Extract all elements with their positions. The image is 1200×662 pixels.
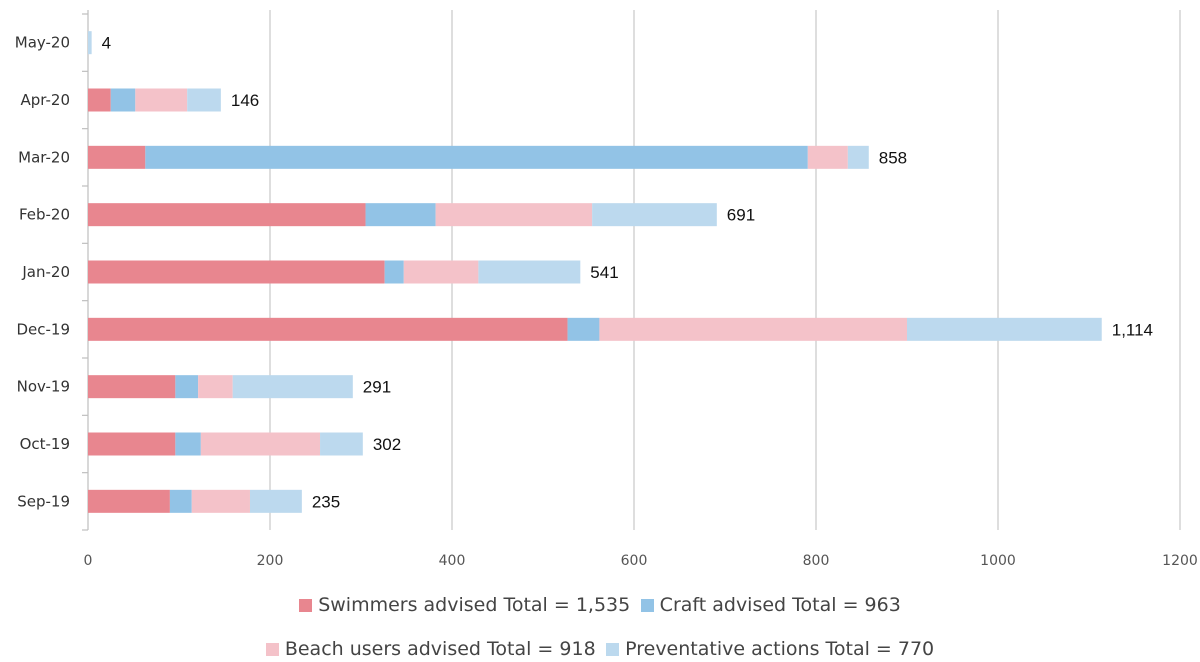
bar-segment-craft xyxy=(384,260,404,284)
bar-segment-swimmers xyxy=(88,203,366,227)
legend-swatch-beach-users xyxy=(265,643,279,656)
category-label: Dec-19 xyxy=(16,320,70,338)
x-tick-label: 1000 xyxy=(980,553,1016,569)
legend-row-1: Swimmers advised Total = 1,535 Craft adv… xyxy=(0,594,1200,616)
legend-item-preventative: Preventative actions Total = 770 xyxy=(606,638,934,660)
bar-segment-swimmers xyxy=(88,375,176,399)
x-tick-label: 200 xyxy=(257,553,284,569)
bar-segment-beach-users xyxy=(599,317,907,341)
bar-segment-craft xyxy=(365,203,436,227)
total-label: 4 xyxy=(102,34,111,53)
category-label: Jan-20 xyxy=(21,263,70,281)
category-label: Apr-20 xyxy=(21,91,71,109)
bar-segment-preventative xyxy=(88,31,92,55)
stacked-bar-chart: Sep-19 Oct-19 Nov-19 Dec-19 Jan-20 Feb-20 Mar-… xyxy=(15,10,1198,569)
bar-segment-swimmers xyxy=(88,145,146,169)
bar-segment-beach-users xyxy=(200,432,321,456)
bar-segment-preventative xyxy=(907,317,1102,341)
bar-segment-beach-users xyxy=(435,203,593,227)
bar-segment-preventative xyxy=(847,145,869,169)
total-label: 146 xyxy=(231,91,259,110)
bar-segment-swimmers xyxy=(88,260,385,284)
bar-segment-swimmers xyxy=(88,432,176,456)
category-label: Feb-20 xyxy=(19,206,70,224)
bar-segment-beach-users xyxy=(198,375,233,399)
bar-segment-beach-users xyxy=(403,260,479,284)
bar-segment-craft xyxy=(175,375,199,399)
x-tick-label: 1200 xyxy=(1162,553,1198,569)
bar-segment-beach-users xyxy=(135,88,188,112)
category-label: Sep-19 xyxy=(17,492,70,510)
bar-segment-preventative xyxy=(320,432,363,456)
bar-segment-craft xyxy=(110,88,136,112)
bar-segment-preventative xyxy=(249,489,302,513)
legend-item-beach-users: Beach users advised Total = 918 xyxy=(265,638,596,660)
bar-segment-preventative xyxy=(232,375,353,399)
total-label: 235 xyxy=(312,492,340,511)
legend-swatch-preventative xyxy=(606,643,620,656)
total-label: 858 xyxy=(879,148,907,167)
legend-row-2: Beach users advised Total = 918 Preventa… xyxy=(0,638,1200,660)
total-label: 291 xyxy=(363,378,391,397)
bar-segment-swimmers xyxy=(88,489,170,513)
legend-swatch-craft xyxy=(640,599,654,612)
category-label: May-20 xyxy=(15,34,70,52)
legend-item-craft: Craft advised Total = 963 xyxy=(640,594,901,616)
total-label: 541 xyxy=(590,263,618,282)
total-label: 1,114 xyxy=(1112,320,1153,339)
legend-label-preventative: Preventative actions Total = 770 xyxy=(625,638,935,660)
total-label: 302 xyxy=(373,435,401,454)
x-tick-label: 0 xyxy=(84,553,93,569)
category-label: Mar-20 xyxy=(18,148,70,166)
x-tick-label: 800 xyxy=(803,553,830,569)
total-label: 691 xyxy=(727,206,755,225)
bar-segment-preventative xyxy=(478,260,581,284)
bar-segment-craft xyxy=(175,432,201,456)
x-tick-label: 600 xyxy=(621,553,648,569)
legend-item-swimmers: Swimmers advised Total = 1,535 xyxy=(299,594,630,616)
legend-label-craft: Craft advised Total = 963 xyxy=(659,594,901,616)
x-tick-label: 400 xyxy=(439,553,466,569)
bar-segment-craft xyxy=(145,145,808,169)
legend-label-swimmers: Swimmers advised Total = 1,535 xyxy=(318,594,631,616)
bar-segment-preventative xyxy=(187,88,221,112)
bar-segment-craft xyxy=(567,317,600,341)
bar-segment-swimmers xyxy=(88,88,111,112)
bar-segment-beach-users xyxy=(807,145,848,169)
bar-segment-beach-users xyxy=(191,489,250,513)
bar-segment-preventative xyxy=(592,203,717,227)
category-label: Nov-19 xyxy=(17,378,70,396)
bar-segment-swimmers xyxy=(88,317,568,341)
legend-label-beach-users: Beach users advised Total = 918 xyxy=(284,638,596,660)
legend-swatch-swimmers xyxy=(299,599,313,612)
bar-segment-craft xyxy=(169,489,192,513)
category-label: Oct-19 xyxy=(20,435,70,453)
